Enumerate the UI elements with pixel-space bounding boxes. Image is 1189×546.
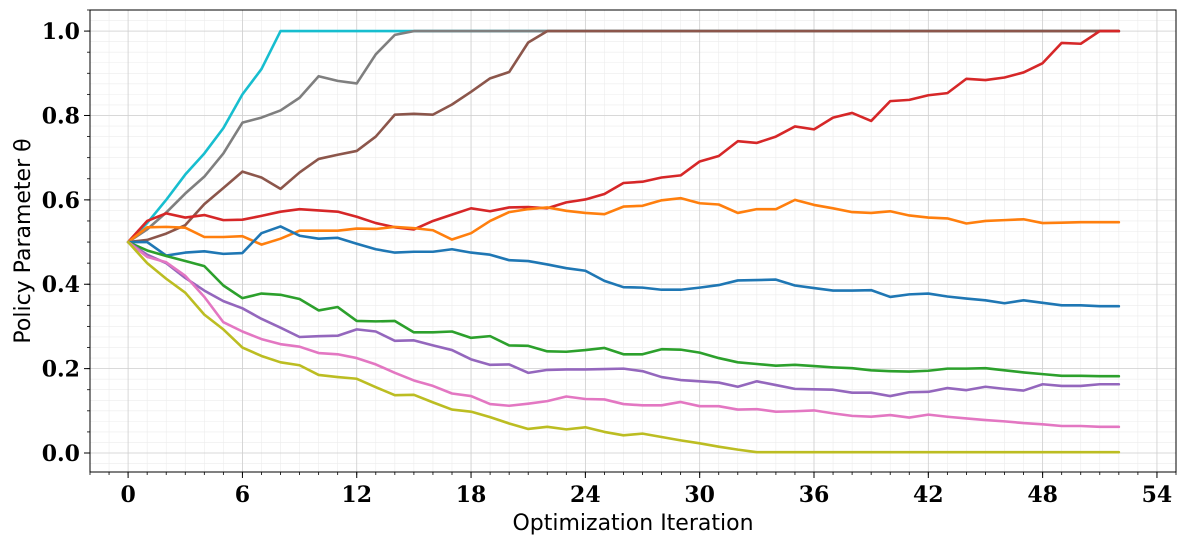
y-axis-label: Policy Parameter θ [11, 138, 36, 343]
x-tick-label: 6 [235, 482, 250, 508]
x-tick-label: 0 [120, 482, 135, 508]
x-tick-label: 24 [570, 482, 601, 508]
y-tick-label: 0.2 [42, 357, 80, 383]
series-line-6 [126, 225, 1121, 308]
x-tick-label: 48 [1027, 482, 1058, 508]
y-tick-label: 0.4 [42, 272, 80, 298]
x-tick-label: 30 [684, 482, 715, 508]
y-tick-label: 0.0 [42, 441, 80, 467]
y-tick-label: 0.8 [42, 103, 80, 129]
series-line-10 [126, 240, 1121, 454]
y-tick-label: 1.0 [42, 19, 80, 45]
series-line-3 [126, 29, 1121, 244]
series-line-7 [126, 240, 1121, 378]
plot-frame [89, 9, 1177, 473]
x-axis-label: Optimization Iteration [512, 511, 753, 536]
series-line-4 [126, 29, 1121, 244]
y-tick-label: 0.6 [42, 188, 80, 214]
x-tick-label: 12 [341, 482, 372, 508]
axes [84, 9, 1177, 478]
x-tick-label: 36 [799, 482, 830, 508]
x-tick-label: 54 [1142, 482, 1173, 508]
tick-labels: 0 6 12 18 24 30 36 42 48 54 0.0 0.2 0.4 0.6 0.8 1.0 [42, 19, 1173, 508]
series-group [126, 29, 1121, 454]
x-tick-label: 18 [456, 482, 487, 508]
series-line-8 [126, 240, 1121, 398]
grid [89, 9, 1177, 472]
x-tick-label: 42 [913, 482, 944, 508]
series-line-9 [126, 240, 1121, 429]
